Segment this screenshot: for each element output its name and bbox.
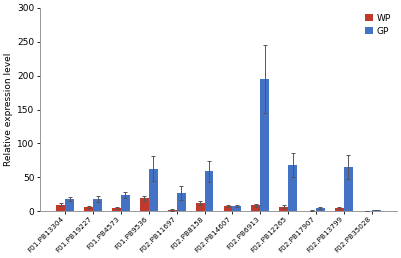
Bar	[65, 199, 74, 211]
Bar	[196, 203, 205, 211]
Bar	[260, 79, 269, 211]
Bar	[316, 208, 325, 211]
Bar	[168, 210, 177, 211]
Bar	[93, 199, 102, 211]
Bar	[335, 208, 344, 211]
Bar	[121, 195, 130, 211]
Bar	[57, 205, 65, 211]
Bar	[84, 207, 93, 211]
Bar	[112, 208, 121, 211]
Bar	[177, 193, 186, 211]
Bar	[372, 210, 381, 211]
Bar	[223, 206, 233, 211]
Bar	[279, 207, 288, 211]
Bar	[149, 169, 158, 211]
Bar	[233, 206, 241, 211]
Bar	[344, 167, 353, 211]
Y-axis label: Relative expression level: Relative expression level	[4, 53, 13, 166]
Bar	[140, 198, 149, 211]
Legend: WP, GP: WP, GP	[364, 12, 392, 37]
Bar	[251, 205, 260, 211]
Bar	[288, 165, 297, 211]
Bar	[205, 171, 213, 211]
